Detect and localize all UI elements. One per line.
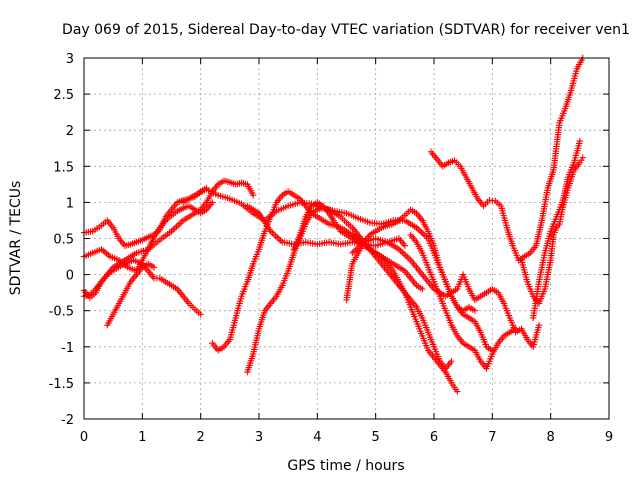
data-point (401, 242, 409, 249)
data-point (169, 226, 177, 233)
x-tick-label: 7 (488, 430, 496, 445)
series-arc-10 (290, 204, 426, 293)
data-point (512, 325, 519, 332)
chart-title: Day 069 of 2015, Sidereal Day-to-day VTE… (62, 22, 630, 38)
x-tick-label: 0 (80, 430, 88, 445)
data-point (471, 307, 479, 314)
data-point (402, 252, 409, 259)
x-tick-label: 5 (372, 430, 380, 445)
x-tick-label: 4 (313, 430, 321, 445)
data-point (272, 232, 279, 240)
data-point (150, 264, 158, 271)
data-point (419, 285, 426, 293)
data-marks (80, 54, 586, 395)
x-tick-label: 1 (138, 430, 146, 445)
data-point (579, 154, 586, 161)
y-tick-label: 3 (66, 52, 74, 67)
data-point (399, 249, 406, 256)
series-arc-13 (407, 231, 519, 372)
x-axis-label: GPS time / hours (287, 458, 404, 474)
series-arc-12 (349, 235, 543, 350)
x-tick-label: 3 (255, 430, 263, 445)
y-tick-label: -2 (61, 413, 74, 428)
x-tick-label: 8 (547, 430, 555, 445)
y-tick-label: 0 (66, 269, 74, 284)
y-tick-label: 2.5 (53, 88, 74, 103)
x-tick-label: 6 (430, 430, 438, 445)
y-tick-label: 2 (66, 124, 74, 139)
series-arc-9 (244, 202, 409, 249)
data-point (174, 221, 182, 229)
y-tick-label: 0.5 (53, 233, 74, 248)
series-arc-15 (518, 154, 586, 307)
y-axis-label: SDTVAR / TECUs (8, 181, 24, 296)
series-arc-5 (104, 260, 158, 329)
data-point (176, 220, 184, 227)
tick-layer: 0 1 2 3 4 5 6 7 8 9 -2 -1.5 -1 -0.5 0 0.5 1 1.5 2 2.5 3 (49, 52, 614, 445)
x-tick-label: 2 (197, 430, 205, 445)
y-tick-label: -0.5 (49, 305, 74, 320)
data-point (269, 229, 276, 237)
data-point (350, 248, 358, 255)
data-point (400, 250, 408, 258)
data-point (535, 321, 543, 329)
data-point (270, 231, 278, 238)
data-point (418, 229, 425, 236)
data-point (454, 388, 461, 395)
y-tick-label: -1.5 (49, 377, 74, 392)
series-arc-14 (427, 54, 586, 264)
y-tick-label: 1.5 (53, 160, 74, 175)
series-arc-16 (529, 137, 584, 322)
data-point (249, 191, 257, 199)
data-point (576, 137, 584, 145)
y-tick-label: -1 (61, 341, 74, 356)
data-point (275, 235, 283, 243)
data-point (416, 227, 424, 234)
data-point (274, 234, 281, 241)
data-point (173, 223, 180, 230)
data-point (404, 253, 411, 261)
data-point (448, 358, 455, 365)
data-point (171, 224, 179, 232)
data-point (405, 255, 413, 262)
data-point (197, 311, 204, 318)
x-tick-label: 9 (605, 430, 613, 445)
y-tick-label: 1 (66, 196, 74, 211)
data-point (209, 199, 216, 206)
